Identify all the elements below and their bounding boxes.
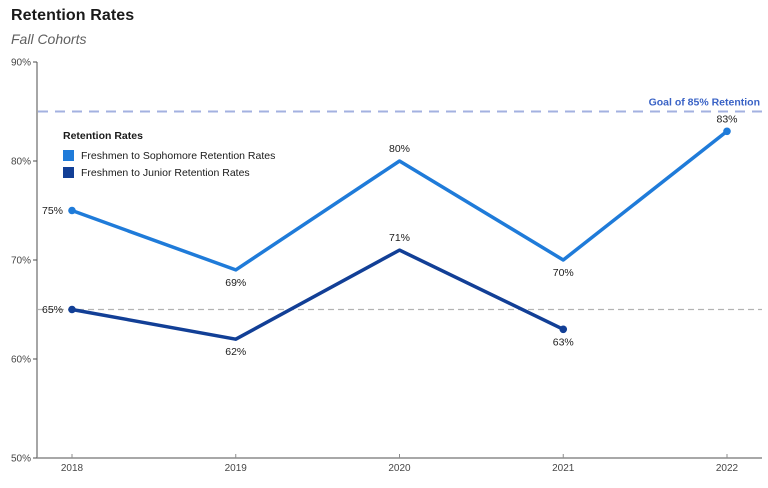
y-tick-label: 80% <box>11 157 31 168</box>
legend-swatch-junior-icon <box>63 167 74 178</box>
legend-item-junior[interactable]: Freshmen to Junior Retention Rates <box>63 164 275 181</box>
x-tick-label: 2022 <box>716 463 739 474</box>
y-tick-label: 90% <box>11 58 31 69</box>
x-tick-label: 2020 <box>388 463 411 474</box>
y-tick-label: 60% <box>11 355 31 366</box>
legend: Retention Rates Freshmen to Sophomore Re… <box>63 130 275 181</box>
data-point-endpoint[interactable] <box>68 206 76 215</box>
data-point-label: 69% <box>225 277 246 289</box>
x-tick-label: 2019 <box>225 463 248 474</box>
data-point-label: 80% <box>389 143 410 155</box>
y-tick-label: 50% <box>11 454 31 465</box>
data-point-label: 65% <box>42 304 63 316</box>
x-tick-label: 2018 <box>61 463 84 474</box>
data-point-label: 75% <box>42 205 63 217</box>
legend-item-sophomore[interactable]: Freshmen to Sophomore Retention Rates <box>63 147 275 164</box>
legend-swatch-sophomore-icon <box>63 150 74 161</box>
series-line[interactable] <box>70 248 565 341</box>
data-point-endpoint[interactable] <box>723 127 731 136</box>
data-point-endpoint[interactable] <box>559 325 568 334</box>
data-point-label: 70% <box>553 267 574 279</box>
legend-item-label: Freshmen to Sophomore Retention Rates <box>81 149 276 162</box>
x-tick-label: 2021 <box>552 463 575 474</box>
data-point-label: 62% <box>225 346 246 358</box>
legend-item-label: Freshmen to Junior Retention Rates <box>81 166 250 179</box>
y-tick-label: 70% <box>11 256 31 267</box>
data-point-label: 63% <box>553 336 574 348</box>
chart-title: Retention Rates <box>11 7 135 24</box>
data-point-endpoint[interactable] <box>68 305 76 314</box>
data-point-label: 71% <box>389 232 410 244</box>
chart-header: Retention Rates Fall Cohorts <box>11 7 134 47</box>
goal-reference-label: Goal of 85% Retention <box>649 97 760 109</box>
chart-subtitle: Fall Cohorts <box>11 31 87 47</box>
series-line[interactable] <box>70 129 729 272</box>
legend-title: Retention Rates <box>63 130 143 142</box>
data-point-label: 83% <box>716 113 737 125</box>
